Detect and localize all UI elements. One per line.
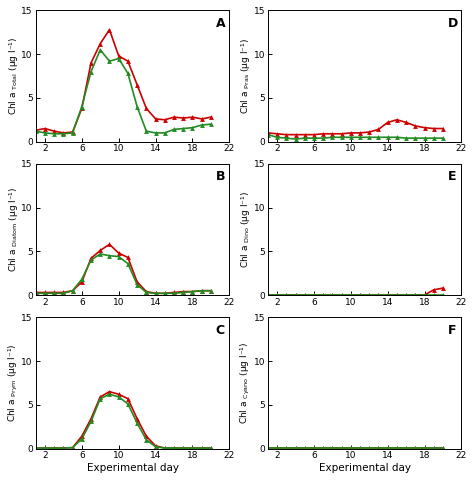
- X-axis label: Experimental day: Experimental day: [319, 463, 410, 473]
- X-axis label: Experimental day: Experimental day: [86, 463, 179, 473]
- Y-axis label: Chl a $_{\mathrm{Cyano}}$ (μg l⁻¹): Chl a $_{\mathrm{Cyano}}$ (μg l⁻¹): [239, 342, 252, 424]
- Y-axis label: Chl a $_{\mathrm{Total}}$ (μg l⁻¹): Chl a $_{\mathrm{Total}}$ (μg l⁻¹): [7, 37, 20, 115]
- Text: B: B: [216, 170, 225, 183]
- Text: D: D: [448, 17, 458, 30]
- Y-axis label: Chl a $_{\mathrm{Diatom}}$ (μg l⁻¹): Chl a $_{\mathrm{Diatom}}$ (μg l⁻¹): [7, 187, 20, 272]
- Text: A: A: [216, 17, 225, 30]
- Text: F: F: [448, 324, 456, 337]
- Text: E: E: [448, 170, 456, 183]
- Y-axis label: Chl a $_{\mathrm{Prym}}$ (μg l⁻¹): Chl a $_{\mathrm{Prym}}$ (μg l⁻¹): [7, 344, 20, 422]
- Y-axis label: Chl a $_{\mathrm{Dino}}$ (μg l⁻¹): Chl a $_{\mathrm{Dino}}$ (μg l⁻¹): [239, 191, 252, 268]
- Text: C: C: [216, 324, 225, 337]
- Y-axis label: Chl a $_{\mathrm{Pras}}$ (μg l⁻¹): Chl a $_{\mathrm{Pras}}$ (μg l⁻¹): [239, 38, 252, 114]
